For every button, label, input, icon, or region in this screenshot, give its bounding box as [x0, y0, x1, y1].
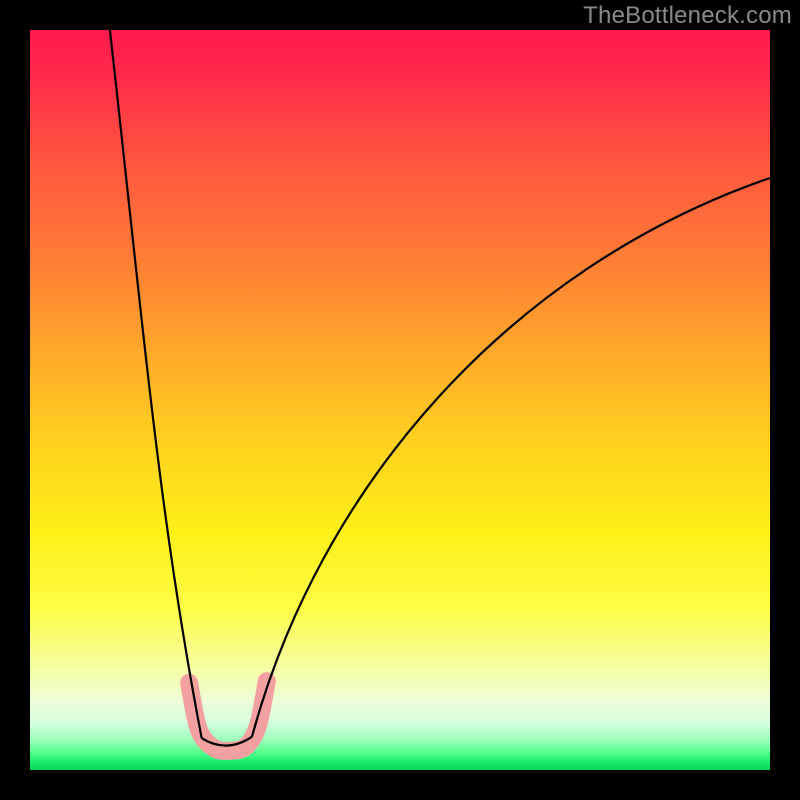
chart-frame: TheBottleneck.com [0, 0, 800, 800]
gradient-background [30, 30, 770, 770]
watermark-text: TheBottleneck.com [583, 2, 792, 30]
plot-svg [30, 30, 770, 770]
plot-area [30, 30, 770, 770]
